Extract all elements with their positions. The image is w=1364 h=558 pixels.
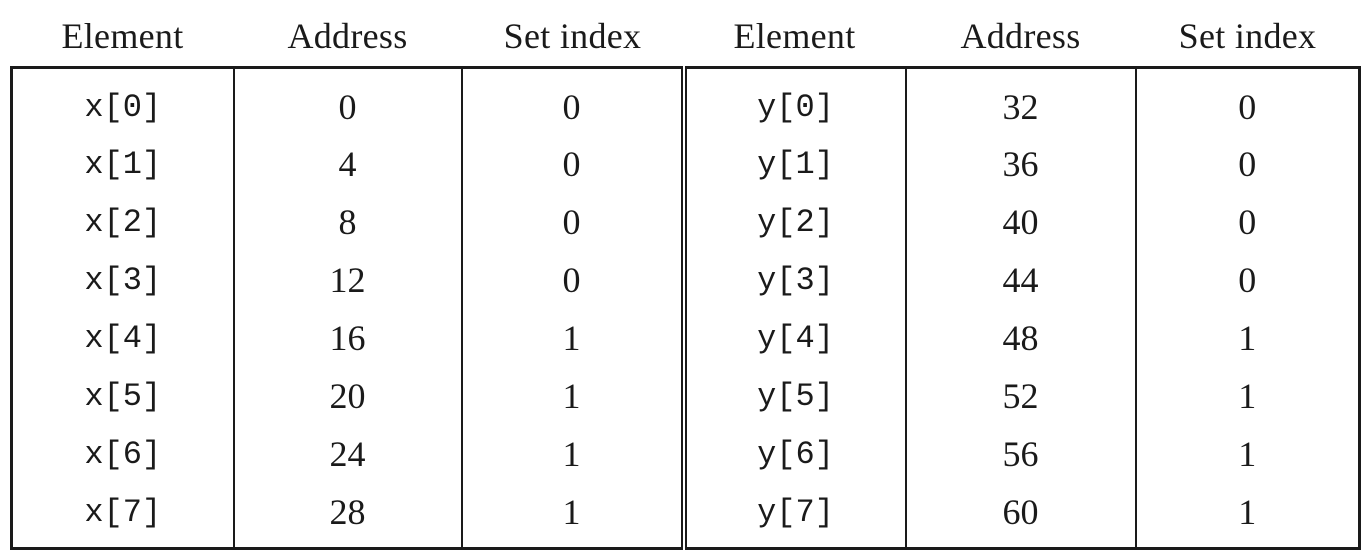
x-set-index-cell: 0: [460, 67, 684, 135]
header-x-address: Address: [233, 6, 462, 69]
x-address-cell: 20: [232, 367, 462, 425]
header-y-set-index: Set index: [1135, 6, 1360, 69]
table-row: x[7] 28 1 y[7] 60 1: [10, 483, 1361, 550]
y-set-index-cell: 0: [1134, 135, 1361, 193]
y-set-index-cell: 1: [1134, 483, 1361, 550]
x-set-index-cell: 1: [460, 483, 684, 550]
y-address-cell: 36: [904, 135, 1136, 193]
y-address-cell: 52: [904, 367, 1136, 425]
header-x-set-index: Set index: [461, 6, 684, 69]
x-address-cell: 28: [232, 483, 462, 550]
x-address-cell: 12: [232, 251, 462, 309]
x-set-index-cell: 1: [460, 367, 684, 425]
y-element-cell: y[4]: [680, 309, 906, 367]
x-set-index-cell: 0: [460, 135, 684, 193]
header-x-element: Element: [11, 6, 234, 69]
y-element-cell: y[1]: [680, 135, 906, 193]
x-set-index-cell: 1: [460, 309, 684, 367]
table-row: x[4] 16 1 y[4] 48 1: [10, 309, 1361, 367]
y-set-index-cell: 0: [1134, 193, 1361, 251]
y-set-index-cell: 1: [1134, 309, 1361, 367]
y-set-index-cell: 0: [1134, 67, 1361, 135]
x-set-index-cell: 0: [460, 193, 684, 251]
x-address-cell: 4: [232, 135, 462, 193]
y-address-cell: 32: [904, 67, 1136, 135]
x-element-cell: x[6]: [10, 425, 234, 483]
x-set-index-cell: 1: [460, 425, 684, 483]
table-body: x[0] 0 0 y[0] 32 0 x[1] 4 0 y[1] 36 0 x[…: [10, 67, 1361, 550]
y-address-cell: 48: [904, 309, 1136, 367]
x-element-cell: x[4]: [10, 309, 234, 367]
header-y-address: Address: [905, 6, 1136, 69]
x-element-cell: x[2]: [10, 193, 234, 251]
table-row: x[5] 20 1 y[5] 52 1: [10, 367, 1361, 425]
header-row: Element Address Set index Element Addres…: [11, 6, 1360, 69]
x-set-index-cell: 0: [460, 251, 684, 309]
x-element-cell: x[7]: [10, 483, 234, 550]
x-element-cell: x[0]: [10, 67, 234, 135]
y-address-cell: 44: [904, 251, 1136, 309]
x-address-cell: 24: [232, 425, 462, 483]
y-element-cell: y[2]: [680, 193, 906, 251]
table-row: x[0] 0 0 y[0] 32 0: [10, 67, 1361, 135]
y-element-cell: y[5]: [680, 367, 906, 425]
y-set-index-cell: 0: [1134, 251, 1361, 309]
y-element-cell: y[0]: [680, 67, 906, 135]
table-row: x[6] 24 1 y[6] 56 1: [10, 425, 1361, 483]
y-address-cell: 56: [904, 425, 1136, 483]
table-header: Element Address Set index Element Addres…: [11, 6, 1360, 69]
y-set-index-cell: 1: [1134, 425, 1361, 483]
y-address-cell: 40: [904, 193, 1136, 251]
table-row: x[1] 4 0 y[1] 36 0: [10, 135, 1361, 193]
y-element-cell: y[6]: [680, 425, 906, 483]
header-y-element: Element: [683, 6, 906, 69]
table-row: x[2] 8 0 y[2] 40 0: [10, 193, 1361, 251]
x-element-cell: x[5]: [10, 367, 234, 425]
y-element-cell: y[3]: [680, 251, 906, 309]
y-element-cell: y[7]: [680, 483, 906, 550]
y-set-index-cell: 1: [1134, 367, 1361, 425]
x-address-cell: 8: [232, 193, 462, 251]
cache-set-index-table: Element Address Set index Element Addres…: [10, 6, 1361, 550]
x-address-cell: 0: [232, 67, 462, 135]
table-row: x[3] 12 0 y[3] 44 0: [10, 251, 1361, 309]
x-element-cell: x[3]: [10, 251, 234, 309]
x-element-cell: x[1]: [10, 135, 234, 193]
x-address-cell: 16: [232, 309, 462, 367]
y-address-cell: 60: [904, 483, 1136, 550]
